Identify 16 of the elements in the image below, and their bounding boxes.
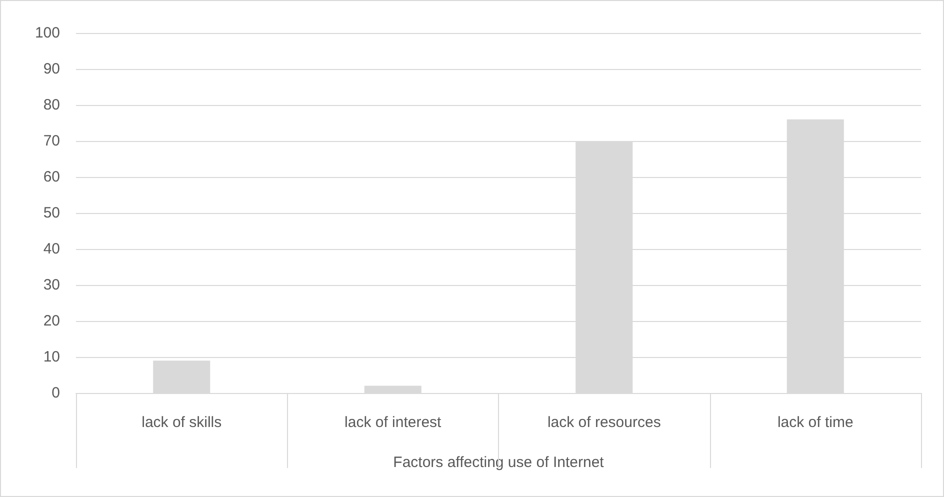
y-tick-label: 20 — [43, 312, 60, 330]
y-tick-label: 30 — [43, 276, 60, 294]
y-tick-label: 40 — [43, 240, 60, 258]
y-tick-label: 10 — [43, 348, 60, 366]
y-tick-label: 0 — [52, 384, 60, 402]
x-tick-label: lack of skills — [142, 414, 222, 431]
x-axis-title: Factors affecting use of Internet — [393, 454, 605, 471]
x-tick-label: lack of resources — [547, 414, 661, 431]
y-tick-label: 50 — [43, 204, 60, 222]
x-tick-label: lack of interest — [344, 414, 442, 431]
y-tick-label: 100 — [34, 24, 60, 42]
y-tick-label: 60 — [43, 168, 60, 186]
x-tick-label: lack of time — [777, 414, 854, 431]
y-tick-label: 70 — [43, 132, 60, 150]
y-tick-label: 90 — [43, 60, 60, 78]
y-tick-label: 80 — [43, 96, 60, 114]
